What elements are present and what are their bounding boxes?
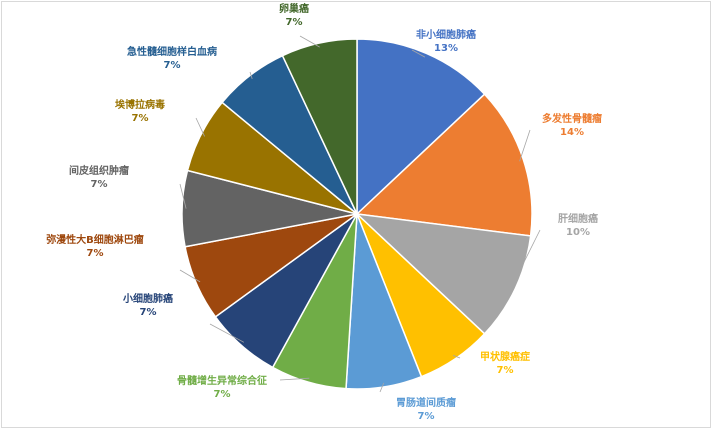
pie-slice [355, 93, 533, 237]
slice-label-name: 弥漫性大B细胞淋巴瘤 [46, 233, 144, 246]
pie-slice [281, 38, 358, 215]
slice-label-name: 卵巢癌 [279, 2, 309, 15]
slice-label-value: 13% [434, 43, 458, 54]
slice-label-name: 肝细胞癌 [558, 212, 598, 225]
leader-line [279, 377, 310, 381]
slice-label-value: 7% [132, 113, 149, 124]
leader-line [179, 183, 187, 209]
slice-label-name: 埃博拉病毒 [115, 98, 165, 111]
slice-label-value: 14% [560, 127, 584, 138]
slice-label-name: 非小细胞肺癌 [416, 28, 476, 41]
leader-line [195, 117, 205, 137]
leader-line [209, 323, 245, 343]
leader-line [519, 129, 531, 162]
slice-label-value: 7% [214, 389, 231, 400]
leader-line [379, 382, 385, 393]
slice-label-name: 小细胞肺癌 [122, 292, 173, 305]
leader-line [179, 269, 201, 283]
leader-line [511, 229, 541, 287]
leader-line [249, 71, 253, 80]
slice-label-value: 7% [140, 307, 157, 318]
slice-labels: 非小细胞肺癌 13% 多发性骨髓瘤 14% 肝细胞癌 10% 甲状腺癌症 7% 胃肠道间质瘤 7%… [46, 2, 602, 422]
slice-label-name: 急性髓细胞样白血病 [127, 45, 217, 58]
slice-label-value: 10% [566, 227, 590, 238]
slice-label-value: 7% [164, 60, 181, 71]
slice-label-name: 甲状腺癌症 [480, 350, 530, 363]
leader-line [299, 35, 320, 48]
slice-label-name: 骨髓增生异常综合征 [177, 374, 267, 387]
slice-label-value: 7% [286, 17, 303, 28]
slice-label-name: 胃肠道间质瘤 [396, 396, 456, 409]
slice-label-value: 7% [91, 179, 108, 190]
slice-label-value: 7% [87, 248, 104, 259]
leader-line [411, 49, 426, 58]
pie-slice [354, 212, 532, 335]
slice-label-name: 多发性骨髓瘤 [542, 112, 602, 125]
pie-slice [356, 38, 486, 216]
slice-label-value: 7% [418, 411, 435, 422]
slice-label-name: 间皮组织肿瘤 [69, 164, 129, 177]
leader-lines [179, 35, 541, 393]
pie-slices [181, 38, 533, 390]
leader-line [452, 355, 461, 359]
slice-label-value: 7% [497, 365, 514, 376]
